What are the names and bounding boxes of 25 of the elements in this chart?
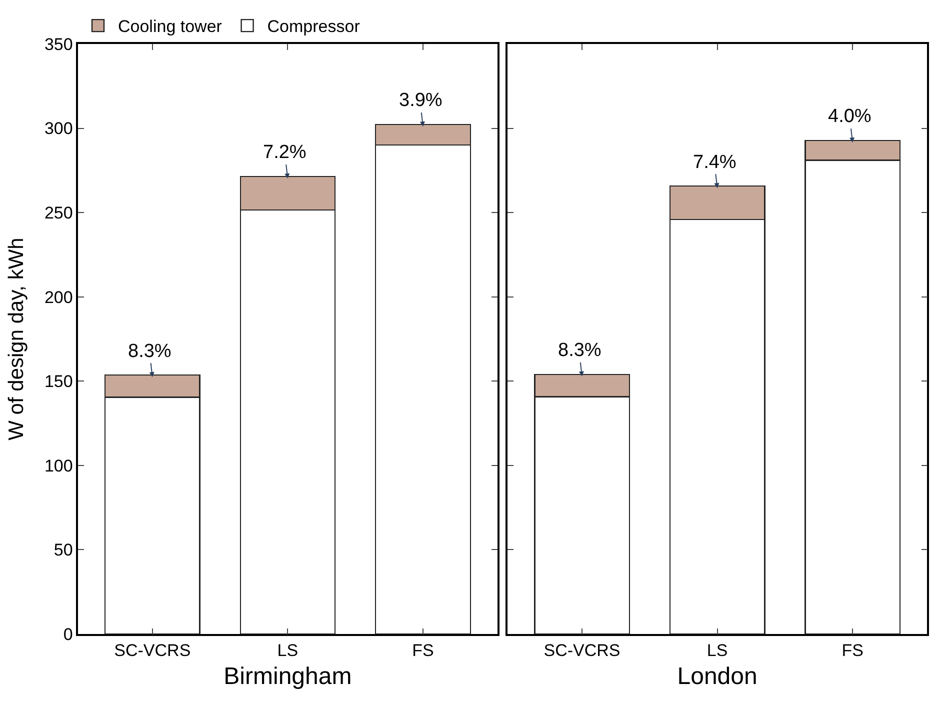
y-tick-label: 300 <box>44 119 73 138</box>
y-tick-label: 350 <box>44 34 73 54</box>
y-tick-label: 250 <box>44 204 73 223</box>
y-tick-label: 200 <box>44 288 73 307</box>
annotation: 8.3% <box>558 340 602 361</box>
x-tick-label: FS <box>412 641 434 660</box>
annotation: 7.4% <box>693 152 736 173</box>
annotation: 4.0% <box>828 106 872 127</box>
x-tick-label: LS <box>706 641 728 660</box>
x-axis-title: Birmingham <box>224 662 352 690</box>
annotation: 7.2% <box>263 142 306 163</box>
annotation: 8.3% <box>128 341 172 362</box>
y-tick-label: 0 <box>63 624 73 644</box>
y-tick-label: 50 <box>54 540 73 560</box>
y-tick-label: 100 <box>44 456 73 476</box>
x-tick-label: SC-VCRS <box>114 641 191 660</box>
legend-label: Cooling tower <box>118 17 222 36</box>
x-axis-title: London <box>677 662 758 690</box>
x-tick-label: FS <box>842 641 864 660</box>
y-tick-label: 150 <box>44 372 73 392</box>
y-axis-title: W of design day, kWh <box>5 238 28 440</box>
annotation: 3.9% <box>399 90 442 111</box>
x-tick-label: SC-VCRS <box>544 641 620 660</box>
x-tick-label: LS <box>277 641 298 660</box>
legend-label: Compressor <box>267 17 360 36</box>
